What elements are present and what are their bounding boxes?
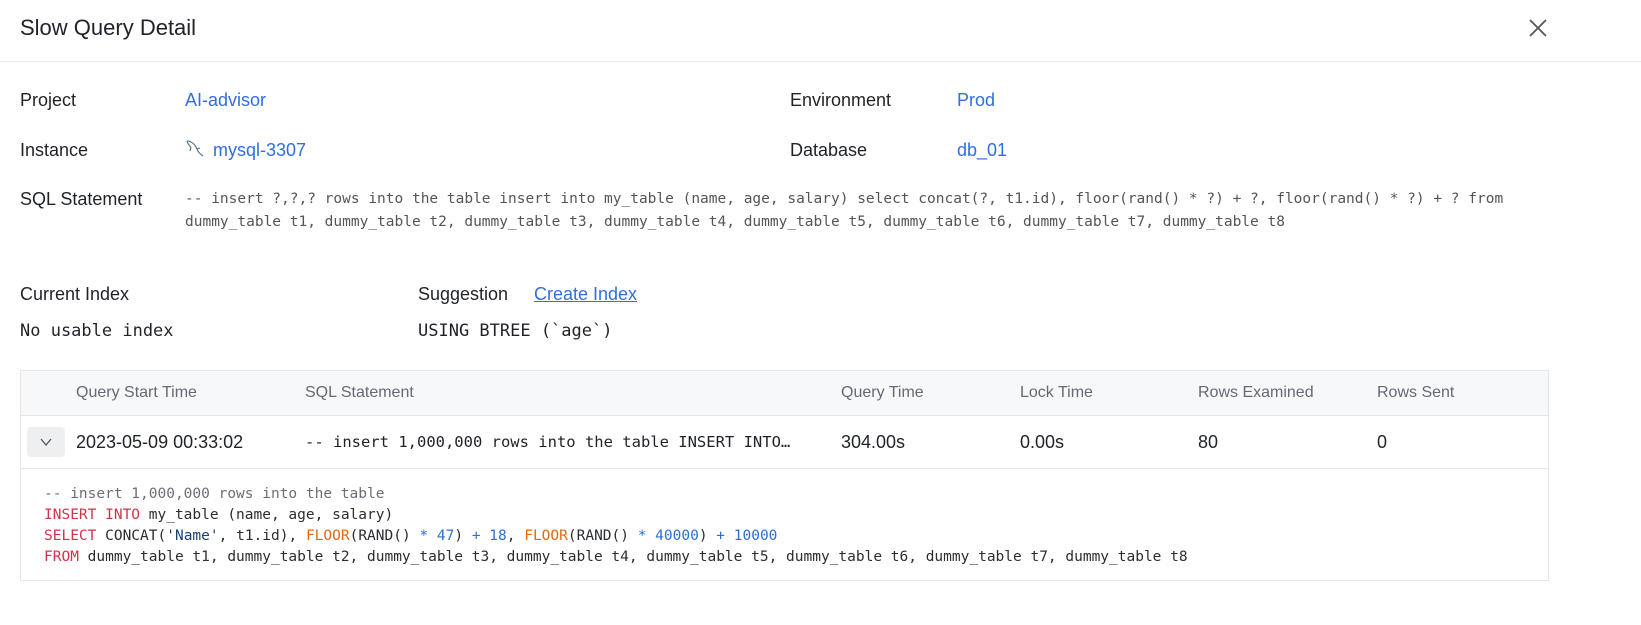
project-label: Project bbox=[20, 90, 77, 110]
code-token-comment: -- insert 1,000,000 rows into the table bbox=[44, 486, 385, 502]
chevron-down-icon bbox=[40, 438, 52, 447]
column-lock-time: Lock Time bbox=[1020, 384, 1093, 401]
code-token-str: 'Name' bbox=[166, 528, 219, 544]
cell-sql: -- insert 1,000,000 rows into the table … bbox=[305, 433, 791, 451]
page-title: Slow Query Detail bbox=[20, 15, 197, 40]
current-index-value: No usable index bbox=[20, 321, 174, 341]
code-token-plain: dummy_table t1, dummy_table t2, dummy_ta… bbox=[78, 549, 1188, 565]
column-query-time: Query Time bbox=[841, 384, 924, 401]
database-link[interactable]: db_01 bbox=[957, 140, 1008, 160]
column-rows-examined: Rows Examined bbox=[1198, 384, 1314, 401]
code-token-fn: FLOOR bbox=[524, 528, 568, 544]
code-token-num: + 10000 bbox=[716, 528, 778, 544]
code-token-plain: my_table (name, age, salary) bbox=[140, 507, 394, 523]
code-token-plain: ) bbox=[698, 528, 717, 544]
dialog-header: Slow Query Detail bbox=[0, 0, 1641, 62]
cell-rows-examined: 80 bbox=[1198, 432, 1219, 452]
code-token-plain: ) bbox=[454, 528, 472, 544]
code-token-fn: FLOOR bbox=[305, 528, 350, 544]
code-token-plain: (RAND() bbox=[567, 528, 638, 544]
database-label: Database bbox=[790, 140, 868, 160]
cell-rows-sent: 0 bbox=[1377, 432, 1388, 452]
code-line: -- insert 1,000,000 rows into the table bbox=[44, 484, 1188, 505]
suggestion-value: USING BTREE (`age`) bbox=[418, 321, 613, 341]
column-query-start-time: Query Start Time bbox=[76, 384, 197, 401]
table-header: Query Start Time SQL Statement Query Tim… bbox=[21, 371, 1548, 416]
code-token-num: * 47 bbox=[419, 528, 455, 544]
instance-label: Instance bbox=[20, 140, 89, 160]
project-link[interactable]: AI-advisor bbox=[185, 90, 267, 110]
suggestion-label: Suggestion bbox=[418, 284, 509, 304]
environment-label: Environment bbox=[790, 90, 892, 110]
code-token-num: * 40000 bbox=[637, 528, 699, 544]
column-rows-sent: Rows Sent bbox=[1377, 384, 1455, 401]
cell-start-time: 2023-05-09 00:33:02 bbox=[76, 432, 244, 452]
cell-lock-time: 0.00s bbox=[1020, 432, 1065, 452]
code-line: SELECT CONCAT('Name', t1.id), FLOOR(RAND… bbox=[44, 526, 1188, 547]
column-sql-statement: SQL Statement bbox=[305, 384, 414, 401]
code-token-plain: , bbox=[506, 528, 525, 544]
current-index-label: Current Index bbox=[20, 284, 130, 304]
sql-statement-label: SQL Statement bbox=[20, 189, 143, 209]
code-token-num: + 18 bbox=[471, 528, 507, 544]
code-line: FROM dummy_table t1, dummy_table t2, dum… bbox=[44, 547, 1188, 568]
code-token-kw: INSERT INTO bbox=[44, 507, 141, 523]
slow-query-table: Query Start Time SQL Statement Query Tim… bbox=[20, 370, 1549, 581]
environment-link[interactable]: Prod bbox=[957, 90, 996, 110]
code-token-plain: , t1.id), bbox=[218, 528, 306, 544]
code-token-plain: CONCAT( bbox=[96, 528, 167, 544]
code-token-kw: SELECT bbox=[44, 528, 97, 544]
code-line: INSERT INTO my_table (name, age, salary) bbox=[44, 505, 1188, 526]
code-token-kw: FROM bbox=[44, 549, 79, 565]
create-index-link[interactable]: Create Index bbox=[534, 284, 638, 304]
instance-link[interactable]: mysql-3307 bbox=[213, 140, 307, 160]
mysql-dolphin-icon bbox=[185, 138, 207, 165]
expanded-sql-code: -- insert 1,000,000 rows into the table I… bbox=[44, 484, 1188, 568]
expand-row-button[interactable] bbox=[27, 427, 65, 457]
cell-query-time: 304.00s bbox=[841, 432, 906, 452]
sql-statement-value: -- insert ?,?,? rows into the table inse… bbox=[185, 191, 1512, 230]
close-icon[interactable] bbox=[1524, 14, 1552, 42]
code-token-plain: (RAND() bbox=[349, 528, 420, 544]
table-row[interactable]: 2023-05-09 00:33:02 -- insert 1,000,000 … bbox=[21, 416, 1548, 469]
